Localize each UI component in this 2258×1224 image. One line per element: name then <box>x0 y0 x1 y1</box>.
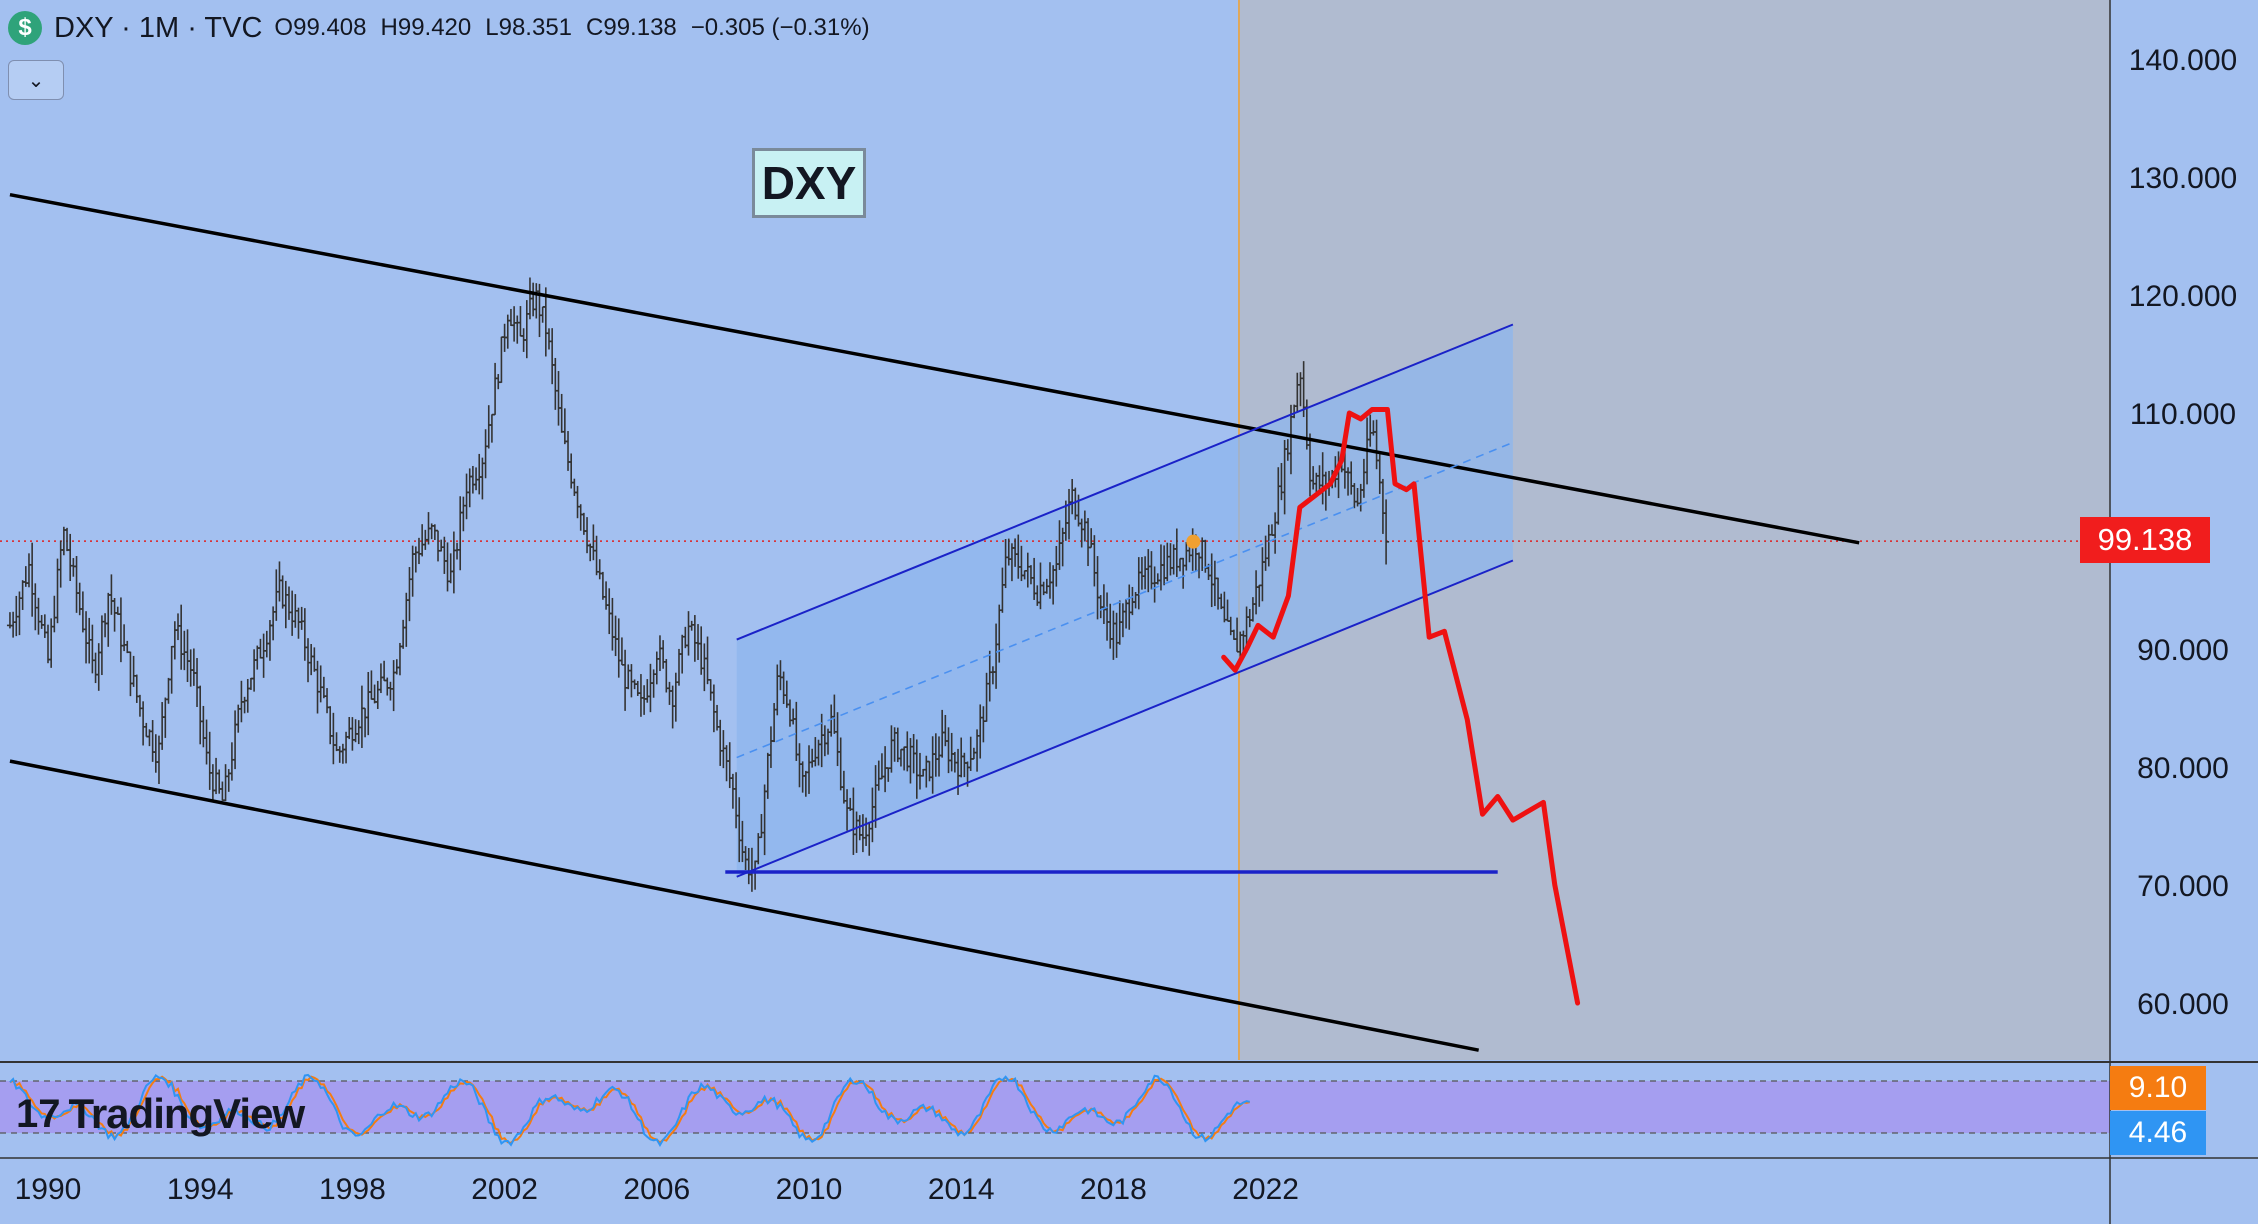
dollar-icon: $ <box>8 11 42 45</box>
y-tick-label: 60.000 <box>2137 988 2229 1021</box>
open-label: O <box>274 14 294 41</box>
tradingview-wordmark: TradingView <box>68 1090 306 1137</box>
y-tick-label: 110.000 <box>2130 398 2236 431</box>
x-tick-label: 2018 <box>1080 1173 1147 1206</box>
stoch-k-line <box>9 1073 1250 1147</box>
close-value: 99.138 <box>603 14 677 41</box>
open-value: 99.408 <box>293 14 367 41</box>
change-value: −0.305 (−0.31%) <box>690 14 870 41</box>
chevron-down-icon: ⌄ <box>27 69 45 92</box>
close-label: C <box>586 14 604 41</box>
tradingview-branding[interactable]: 17 TradingView <box>16 1090 306 1138</box>
y-tick-label: 80.000 <box>2137 752 2229 785</box>
x-tick-label: 1994 <box>167 1173 234 1206</box>
x-tick-label: 1990 <box>15 1173 82 1206</box>
y-tick-label: 120.000 <box>2129 280 2237 313</box>
alert-marker <box>1186 534 1201 549</box>
channel-lower <box>736 559 1514 878</box>
forecast-path <box>1221 407 1581 1006</box>
trendlines-layer <box>9 192 1860 1052</box>
tradingview-logo-icon: 17 <box>16 1091 61 1136</box>
indicator-band <box>0 1081 2110 1133</box>
x-tick-label: 2002 <box>471 1173 538 1206</box>
y-tick-label: 130.000 <box>2129 162 2237 195</box>
current-price-tag: 99.138 <box>2080 517 2210 563</box>
x-tick-label: 1998 <box>319 1173 386 1206</box>
symbol-label[interactable]: DXY · 1M · TVC <box>54 11 263 44</box>
axes-layer: 140.000 130.000 120.000 110.000 90.000 80.000… <box>15 0 2237 1224</box>
symbol-header: $ DXY · 1M · TVC O99.408 H99.420 L98.351… <box>8 8 870 48</box>
channel-fill <box>736 324 1513 877</box>
high-label: H <box>380 14 398 41</box>
channel-layer <box>0 324 2110 877</box>
x-tick-label: 2014 <box>928 1173 995 1206</box>
outer-lower-trendline <box>9 759 1480 1052</box>
low-label: L <box>485 14 499 41</box>
x-tick-label: 2006 <box>623 1173 690 1206</box>
indicator-layer <box>0 1061 2258 1159</box>
y-tick-label: 140.000 <box>2129 44 2237 77</box>
annotation-label[interactable]: DXY <box>752 148 866 218</box>
x-tick-label: 2022 <box>1232 1173 1299 1206</box>
outer-upper-trendline <box>9 192 1860 545</box>
low-value: 98.351 <box>498 14 573 41</box>
collapse-legend-button[interactable]: ⌄ <box>8 60 64 100</box>
indicator-lower-tag: 4.46 <box>2110 1111 2206 1155</box>
y-tick-label: 90.000 <box>2137 634 2229 667</box>
candles-layer <box>6 277 1390 892</box>
indicator-upper-tag: 9.10 <box>2110 1066 2206 1110</box>
channel-upper <box>736 323 1514 641</box>
ohlc-values: O99.408 H99.420 L98.351 C99.138 −0.305 (… <box>274 14 869 42</box>
y-tick-label: 70.000 <box>2137 870 2229 903</box>
x-tick-label: 2010 <box>776 1173 843 1206</box>
high-value: 99.420 <box>397 14 472 41</box>
forecast-layer <box>1221 407 1581 1006</box>
